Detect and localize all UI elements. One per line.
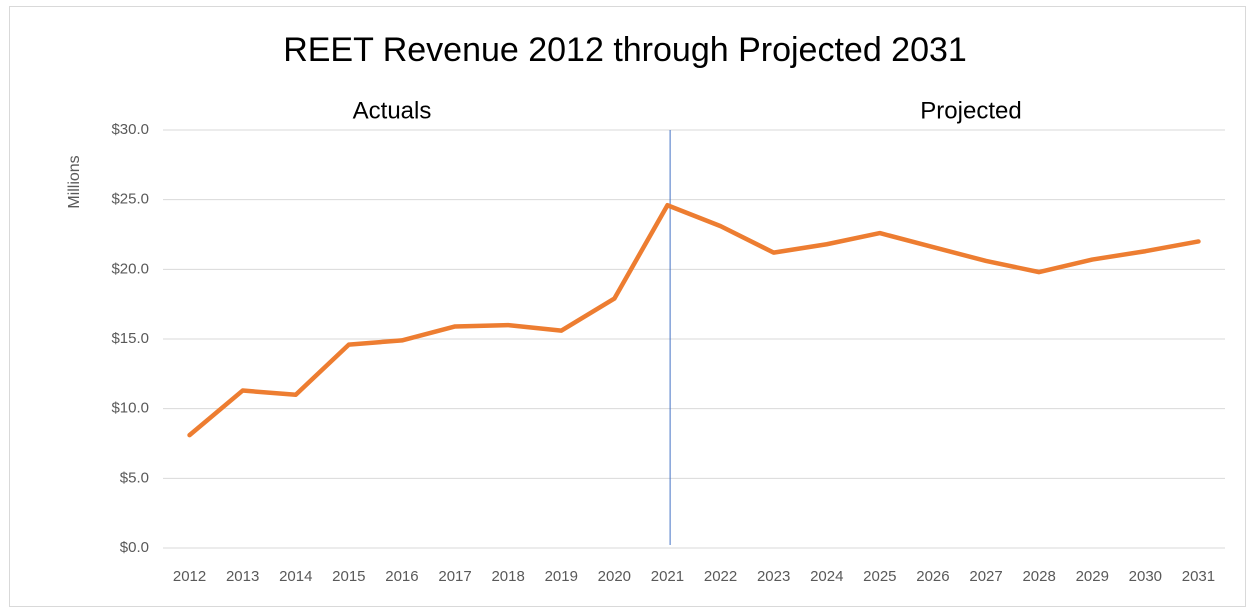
x-tick-label: 2012 [173, 568, 206, 585]
x-tick-label: 2029 [1076, 568, 1109, 585]
x-tick-label: 2013 [226, 568, 259, 585]
y-tick-label: $30.0 [111, 121, 149, 138]
chart-frame [9, 6, 1246, 607]
x-tick-label: 2020 [598, 568, 631, 585]
x-tick-label: 2015 [332, 568, 365, 585]
x-tick-label: 2022 [704, 568, 737, 585]
y-axis-label: Millions [66, 155, 83, 208]
x-tick-label: 2021 [651, 568, 684, 585]
x-tick-label: 2024 [810, 568, 843, 585]
annotation: Projected [920, 97, 1021, 124]
x-tick-label: 2023 [757, 568, 790, 585]
x-tick-label: 2031 [1182, 568, 1215, 585]
chart-title: REET Revenue 2012 through Projected 2031 [283, 31, 967, 69]
y-tick-label: $10.0 [111, 400, 149, 417]
x-tick-label: 2014 [279, 568, 312, 585]
y-tick-label: $5.0 [120, 469, 149, 486]
x-tick-label: 2030 [1129, 568, 1162, 585]
y-tick-label: $15.0 [111, 330, 149, 347]
y-tick-label: $20.0 [111, 260, 149, 277]
x-tick-label: 2027 [969, 568, 1002, 585]
x-tick-label: 2018 [491, 568, 524, 585]
annotation: Actuals [353, 97, 432, 124]
x-tick-label: 2017 [438, 568, 471, 585]
y-tick-label: $25.0 [111, 191, 149, 208]
data-line [187, 202, 1201, 438]
x-tick-label: 2028 [1022, 568, 1055, 585]
y-tick-label: $0.0 [120, 539, 149, 556]
x-tick-label: 2026 [916, 568, 949, 585]
x-tick-label: 2025 [863, 568, 896, 585]
x-tick-label: 2016 [385, 568, 418, 585]
x-tick-label: 2019 [545, 568, 578, 585]
